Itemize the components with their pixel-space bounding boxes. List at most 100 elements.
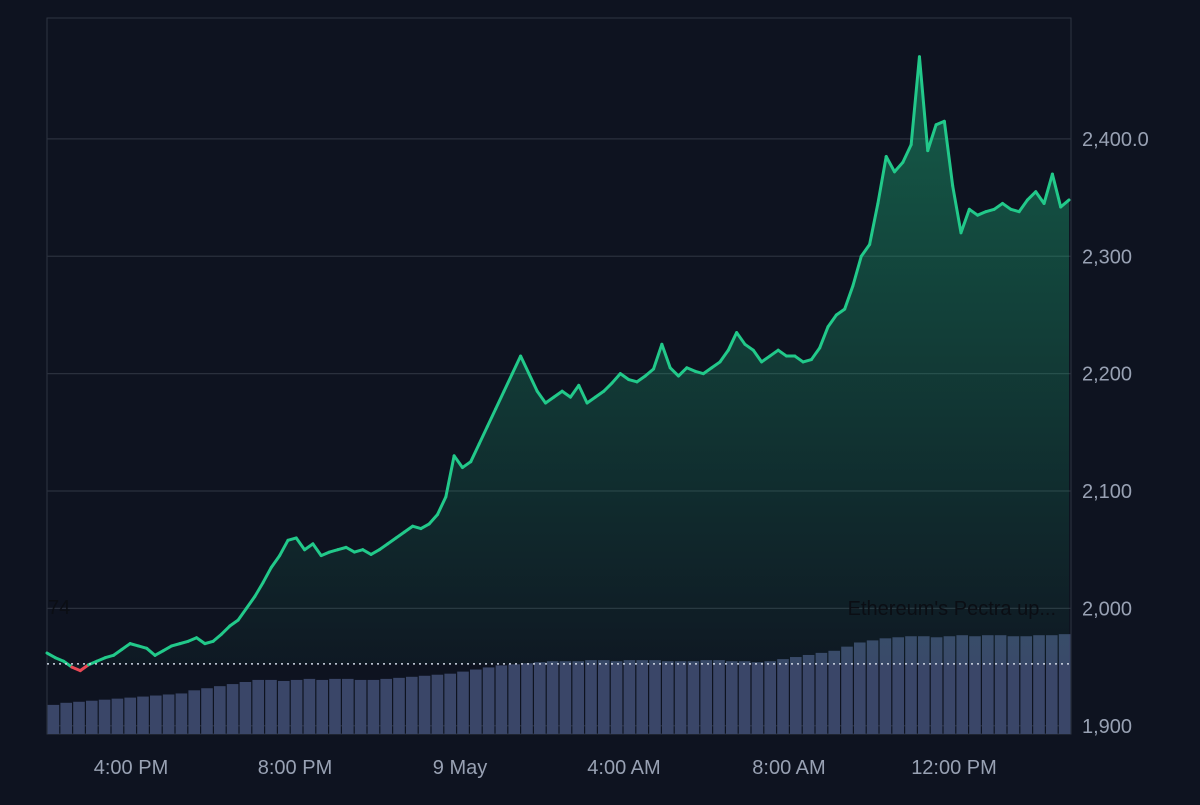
price-line-segment bbox=[1042, 172, 1054, 205]
price-line-segment bbox=[161, 644, 174, 653]
volume-bar bbox=[649, 660, 661, 734]
price-line-segment bbox=[427, 513, 440, 526]
price-line-segment bbox=[369, 548, 381, 556]
volume-bar bbox=[930, 637, 943, 734]
volume-bar bbox=[815, 652, 828, 734]
price-line-segment bbox=[402, 524, 415, 534]
volume-bar bbox=[278, 680, 290, 734]
volume-bar bbox=[201, 688, 213, 734]
volume-bar bbox=[1007, 636, 1020, 734]
price-line-segment bbox=[577, 383, 589, 405]
volume-bar bbox=[969, 636, 981, 734]
price-line-segment bbox=[386, 536, 398, 546]
price-line-segment bbox=[519, 354, 531, 376]
volume-bar bbox=[636, 660, 648, 734]
price-line-segment bbox=[959, 207, 971, 235]
price-line-segment bbox=[261, 565, 273, 585]
volume-bars bbox=[47, 634, 1071, 734]
price-line-segment bbox=[868, 201, 880, 247]
volume-bar bbox=[98, 699, 111, 734]
price-line-segment bbox=[53, 656, 66, 663]
price-line-segment bbox=[942, 119, 955, 188]
volume-bar bbox=[47, 704, 60, 734]
volume-bar bbox=[918, 636, 930, 734]
price-line-segment bbox=[859, 243, 872, 258]
x-tick-label: 4:00 AM bbox=[587, 757, 660, 779]
volume-bar bbox=[1058, 634, 1071, 734]
price-line-segment bbox=[751, 348, 764, 364]
price-line-segment bbox=[319, 550, 332, 558]
price-line-segment bbox=[535, 389, 548, 405]
volume-bar bbox=[751, 662, 764, 734]
volume-bar bbox=[162, 694, 175, 734]
price-line-segment bbox=[809, 346, 822, 362]
volume-bar bbox=[316, 679, 328, 734]
volume-bar bbox=[393, 677, 405, 734]
price-line-segment bbox=[926, 123, 938, 153]
volume-bar bbox=[354, 679, 367, 734]
price-line-segment bbox=[394, 530, 406, 540]
price-line-segment bbox=[992, 201, 1005, 211]
volume-bar bbox=[73, 701, 85, 734]
volume-bar bbox=[905, 636, 917, 734]
volume-bar bbox=[342, 678, 354, 734]
volume-bar bbox=[610, 661, 623, 734]
y-tick-label: 2,200 bbox=[1082, 364, 1132, 386]
price-line-segment bbox=[244, 595, 257, 610]
price-line-segment bbox=[236, 606, 248, 622]
volume-bar bbox=[150, 695, 162, 734]
price-line-segment bbox=[893, 160, 905, 174]
volume-bar bbox=[175, 693, 188, 734]
price-line-segment bbox=[111, 647, 124, 657]
volume-bar bbox=[111, 698, 124, 734]
volume-bar bbox=[777, 659, 789, 734]
volume-bar bbox=[866, 640, 879, 734]
price-line-segment bbox=[544, 395, 556, 405]
price-line-segment bbox=[676, 366, 689, 378]
volume-bar bbox=[802, 654, 815, 734]
volume-bar bbox=[546, 661, 559, 734]
x-tick-label: 8:00 PM bbox=[258, 757, 332, 779]
volume-bar bbox=[598, 660, 610, 734]
volume-bar bbox=[329, 678, 341, 734]
volume-bar bbox=[457, 671, 469, 734]
price-line-segment bbox=[344, 545, 356, 554]
price-line-segment bbox=[743, 342, 755, 352]
volume-bar bbox=[521, 663, 533, 734]
price-line-segment bbox=[726, 331, 739, 352]
price-line-segment bbox=[219, 624, 232, 636]
price-line-segment bbox=[494, 389, 506, 411]
volume-bar bbox=[482, 667, 495, 734]
price-line-segment bbox=[602, 381, 614, 393]
price-line-segment bbox=[701, 366, 714, 376]
volume-bar bbox=[943, 636, 956, 734]
volume-bar bbox=[380, 678, 392, 734]
price-line-segment bbox=[568, 383, 581, 399]
price-line-segment bbox=[502, 372, 514, 393]
volume-bar bbox=[137, 696, 149, 734]
volume-bar bbox=[86, 700, 98, 734]
volume-bar bbox=[60, 702, 72, 734]
price-line-segment bbox=[793, 354, 805, 364]
price-line-segment bbox=[95, 656, 107, 663]
price-line-segment bbox=[510, 354, 523, 376]
price-line-segment bbox=[552, 389, 564, 399]
volume-bar bbox=[892, 637, 904, 734]
price-line-segment bbox=[1025, 190, 1038, 202]
price-line-segment bbox=[78, 663, 91, 673]
price-line-segment bbox=[834, 307, 847, 317]
price-line-segment bbox=[436, 495, 448, 517]
volume-bar bbox=[713, 660, 725, 734]
price-line-segment bbox=[635, 374, 647, 384]
volume-bar bbox=[1020, 636, 1032, 734]
price-line-segment bbox=[585, 395, 597, 405]
price-line-segment bbox=[560, 389, 572, 399]
price-line-segment bbox=[643, 367, 656, 378]
x-tick-label: 12:00 PM bbox=[911, 757, 997, 779]
volume-bar bbox=[124, 697, 136, 734]
price-line-segment bbox=[851, 254, 863, 288]
baseline-label: 74 bbox=[48, 597, 70, 619]
volume-bar bbox=[956, 635, 968, 734]
volume-bar bbox=[700, 660, 712, 734]
y-tick-label: 2,300 bbox=[1082, 246, 1132, 268]
